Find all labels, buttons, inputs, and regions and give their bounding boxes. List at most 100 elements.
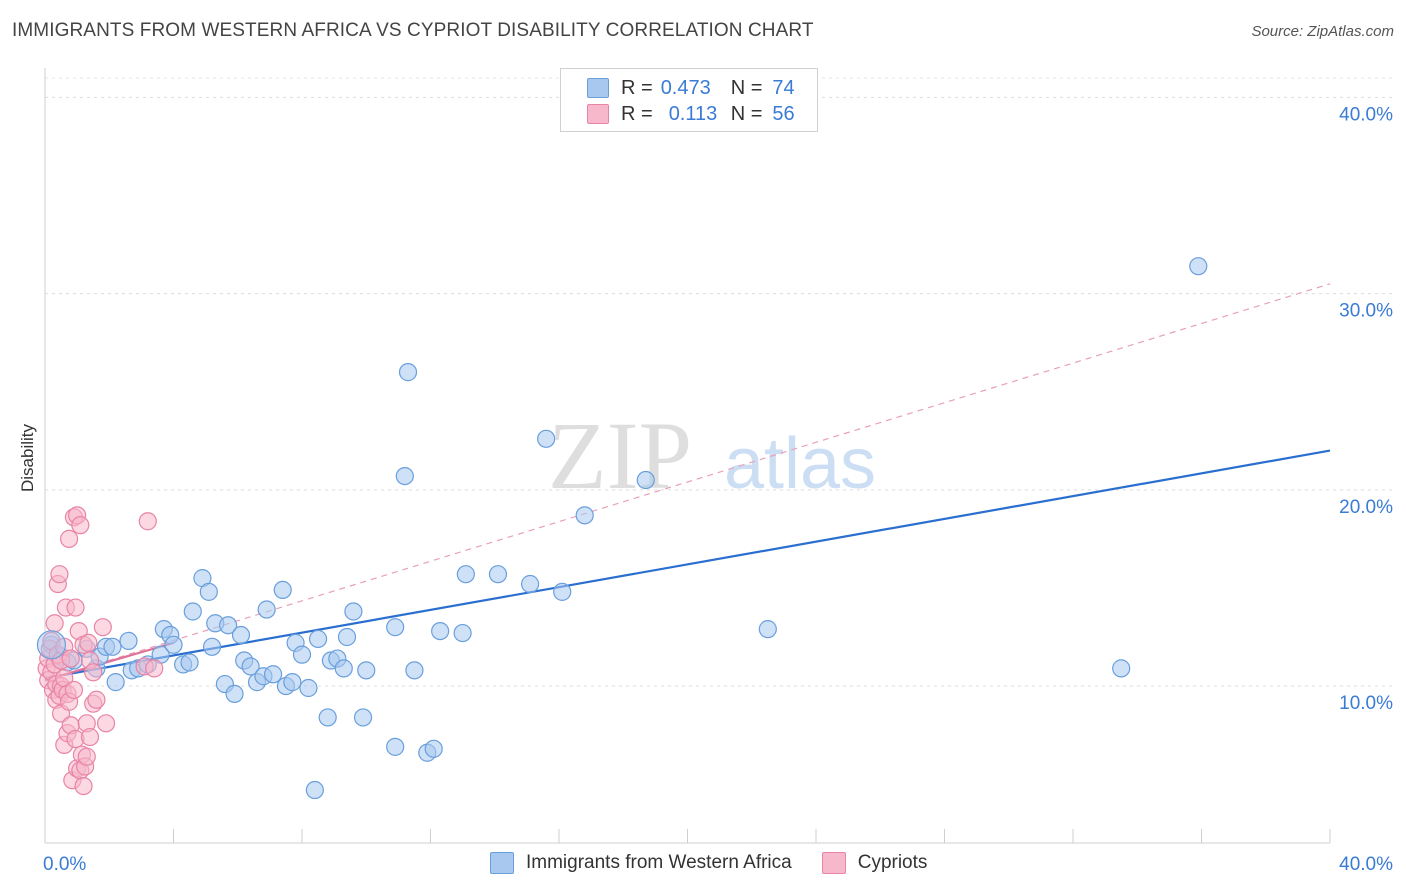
legend-swatch-cypriots bbox=[587, 104, 609, 124]
point-western-africa bbox=[273, 580, 292, 599]
point-cypriot bbox=[96, 714, 116, 733]
watermark-zip: ZIP bbox=[548, 402, 692, 509]
trend-lines bbox=[44, 283, 1331, 682]
x-tick-label-max: 40.0% bbox=[1339, 854, 1393, 875]
legend-swatch-western-africa bbox=[587, 78, 609, 98]
point-western-africa bbox=[241, 657, 260, 676]
point-western-africa bbox=[405, 661, 424, 680]
point-western-africa bbox=[520, 574, 540, 594]
point-western-africa bbox=[219, 616, 238, 635]
series-label: Immigrants from Western Africa bbox=[526, 852, 792, 873]
series-swatch-cypriots bbox=[821, 852, 846, 874]
point-western-africa bbox=[357, 661, 376, 680]
y-tick-labels: 10.0% 20.0% 30.0% 40.0% bbox=[1339, 104, 1393, 714]
point-western-africa bbox=[1112, 659, 1131, 678]
point-western-africa bbox=[183, 602, 202, 621]
point-western-africa bbox=[431, 622, 450, 641]
legend-n-label: N = bbox=[730, 102, 763, 125]
point-western-africa bbox=[305, 780, 324, 800]
trend-line-cypriots-extended bbox=[44, 283, 1331, 681]
y-tick-label: 10.0% bbox=[1339, 693, 1393, 714]
legend-r-label: R = bbox=[621, 102, 653, 125]
point-cypriot bbox=[138, 512, 157, 531]
point-western-africa bbox=[225, 684, 244, 703]
point-western-africa bbox=[424, 739, 443, 758]
point-western-africa bbox=[106, 673, 125, 692]
point-western-africa bbox=[180, 653, 199, 672]
point-western-africa bbox=[398, 363, 418, 382]
data-points bbox=[36, 257, 1208, 800]
x-tick-label-min: 0.0% bbox=[43, 854, 86, 875]
point-cypriot bbox=[77, 747, 96, 766]
point-western-africa bbox=[299, 678, 318, 698]
legend-n-value: 56 bbox=[772, 102, 795, 125]
legend-r-value: 0.473 bbox=[660, 76, 711, 99]
point-western-africa bbox=[386, 618, 405, 637]
gridlines bbox=[45, 77, 1395, 687]
y-tick-label: 20.0% bbox=[1339, 497, 1393, 518]
point-western-africa bbox=[308, 629, 328, 649]
point-cypriot bbox=[66, 598, 85, 617]
source-label: Source: ZipAtlas.com bbox=[1251, 23, 1394, 40]
trend-line-western-africa bbox=[44, 449, 1331, 680]
point-western-africa bbox=[337, 627, 357, 647]
point-cypriot bbox=[80, 727, 100, 747]
axes bbox=[44, 68, 1331, 844]
point-western-africa bbox=[263, 665, 283, 684]
y-tick-label: 30.0% bbox=[1339, 301, 1393, 322]
point-western-africa bbox=[119, 631, 138, 651]
point-western-africa bbox=[164, 635, 183, 654]
series-label: Cypriots bbox=[857, 852, 928, 873]
point-western-africa bbox=[334, 659, 353, 678]
point-western-africa bbox=[344, 602, 363, 621]
point-western-africa bbox=[488, 565, 508, 584]
point-western-africa bbox=[395, 467, 414, 486]
point-western-africa bbox=[453, 623, 472, 643]
legend-row-cypriots: R = 0.113 N = 56 bbox=[587, 102, 834, 126]
y-tick-label: 40.0% bbox=[1339, 104, 1393, 125]
point-western-africa bbox=[283, 673, 302, 692]
point-cypriot bbox=[93, 618, 112, 637]
point-western-africa bbox=[292, 645, 312, 664]
legend-r-value: 0.113 bbox=[668, 102, 718, 125]
legend-r-label: R = bbox=[621, 76, 653, 99]
series-legend-item-cypriots[interactable]: Cypriots bbox=[821, 852, 928, 874]
legend-n-label: N = bbox=[730, 76, 763, 99]
series-legend-item-western-africa[interactable]: Immigrants from Western Africa bbox=[490, 852, 792, 874]
point-cypriot bbox=[61, 649, 80, 668]
point-cypriot bbox=[45, 614, 64, 633]
point-western-africa bbox=[199, 582, 218, 601]
point-cypriot bbox=[50, 565, 69, 584]
point-western-africa bbox=[353, 708, 373, 727]
point-western-africa-large bbox=[36, 630, 67, 660]
point-cypriot bbox=[87, 690, 106, 709]
point-western-africa bbox=[386, 737, 405, 756]
point-cypriot bbox=[64, 680, 84, 700]
point-western-africa bbox=[553, 582, 572, 601]
point-western-africa bbox=[636, 470, 655, 490]
point-western-africa bbox=[202, 637, 222, 656]
series-swatch-western-africa bbox=[490, 852, 514, 874]
watermark-atlas: atlas bbox=[724, 424, 876, 504]
correlation-legend: R = 0.473 N = 74 R = 0.113 N = 56 bbox=[560, 68, 818, 132]
point-cypriot bbox=[84, 663, 103, 682]
point-western-africa bbox=[537, 429, 556, 448]
point-cypriot bbox=[59, 529, 79, 548]
x-tick-labels: 0.0% 40.0% bbox=[43, 854, 1393, 875]
legend-n-value: 74 bbox=[772, 76, 795, 99]
chart-title: IMMIGRANTS FROM WESTERN AFRICA VS CYPRIO… bbox=[12, 20, 814, 41]
point-western-africa bbox=[318, 708, 337, 727]
series-legend: Immigrants from Western Africa Cypriots bbox=[490, 852, 957, 874]
legend-row-western-africa: R = 0.473 N = 74 bbox=[587, 76, 834, 100]
point-cypriot bbox=[71, 516, 90, 535]
point-western-africa bbox=[103, 637, 122, 656]
point-western-africa bbox=[231, 625, 251, 645]
point-western-africa bbox=[575, 506, 594, 525]
point-cypriot bbox=[74, 777, 93, 796]
point-cypriot bbox=[145, 659, 164, 678]
point-western-africa bbox=[456, 565, 475, 584]
point-western-africa bbox=[1189, 257, 1208, 276]
point-western-africa bbox=[257, 600, 276, 619]
point-cypriot bbox=[79, 633, 98, 652]
